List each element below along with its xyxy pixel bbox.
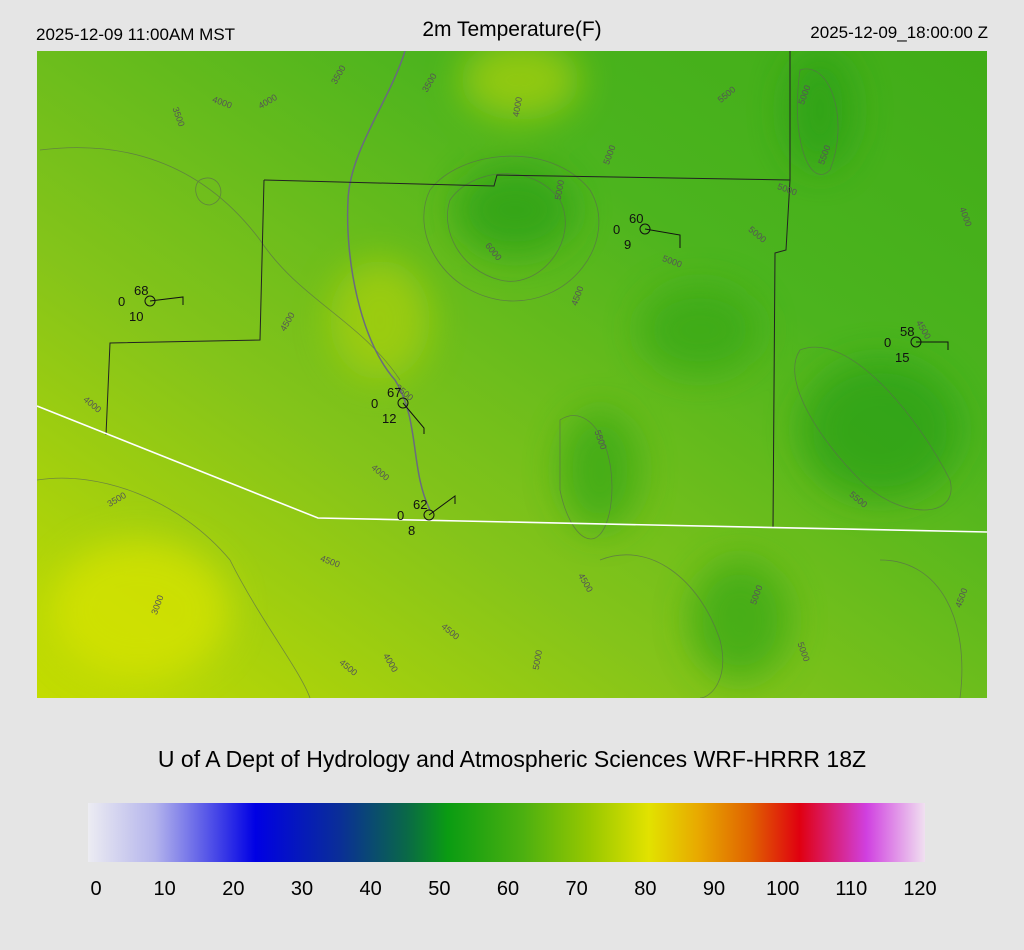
- station-upper: 67: [387, 385, 401, 400]
- colorbar-tick-label: 60: [497, 878, 519, 900]
- station-left: 0: [884, 335, 891, 350]
- colorbar-tick-label: 50: [428, 878, 450, 900]
- colorbar-tick-label: 10: [154, 878, 176, 900]
- valid-local: 2025-12-09 11:00AM MST: [36, 25, 235, 44]
- colorbar-tick-label: 80: [634, 878, 656, 900]
- contour-label: 4000: [511, 96, 524, 117]
- station-marker: [397, 397, 409, 409]
- station-lower: 10: [129, 309, 143, 324]
- station-upper: 60: [629, 211, 643, 226]
- station-left: 0: [613, 222, 620, 237]
- colorbar: [88, 803, 925, 862]
- station-left: 0: [371, 396, 378, 411]
- colorbar-tick-label: 70: [566, 878, 588, 900]
- valid-utc: 2025-12-09_18:00:00 Z: [810, 23, 988, 42]
- station-upper: 62: [413, 497, 427, 512]
- station-lower: 8: [408, 523, 415, 538]
- colorbar-tick-label: 0: [90, 878, 101, 900]
- contour-label: 5000: [553, 179, 566, 200]
- colorbar-tick-label: 110: [835, 878, 867, 900]
- wind-barb: [916, 341, 949, 350]
- title: 2m Temperature(F): [422, 18, 601, 41]
- colorbar-tick-label: 120: [903, 878, 936, 900]
- station-marker: [144, 295, 156, 307]
- wind-barb: [402, 402, 425, 434]
- wind-barb: [149, 296, 184, 305]
- wind-barb: [428, 495, 456, 516]
- station-upper: 68: [134, 283, 148, 298]
- colorbar-tick-label: 90: [703, 878, 725, 900]
- colorbar-tick-label: 30: [291, 878, 313, 900]
- station-left: 0: [397, 508, 404, 523]
- wind-barb: [644, 228, 681, 248]
- colorbar-tick-label: 20: [222, 878, 244, 900]
- station-marker: [639, 223, 651, 235]
- credit: U of A Dept of Hydrology and Atmospheric…: [158, 746, 866, 772]
- station-lower: 9: [624, 237, 631, 252]
- station-marker: [423, 509, 435, 521]
- station-left: 0: [118, 294, 125, 309]
- station-upper: 58: [900, 324, 914, 339]
- colorbar-tick-label: 40: [360, 878, 382, 900]
- contour-label: 5000: [531, 649, 544, 670]
- colorbar-tick-label: 100: [766, 878, 799, 900]
- station-lower: 15: [895, 350, 909, 365]
- station-lower: 12: [382, 411, 396, 426]
